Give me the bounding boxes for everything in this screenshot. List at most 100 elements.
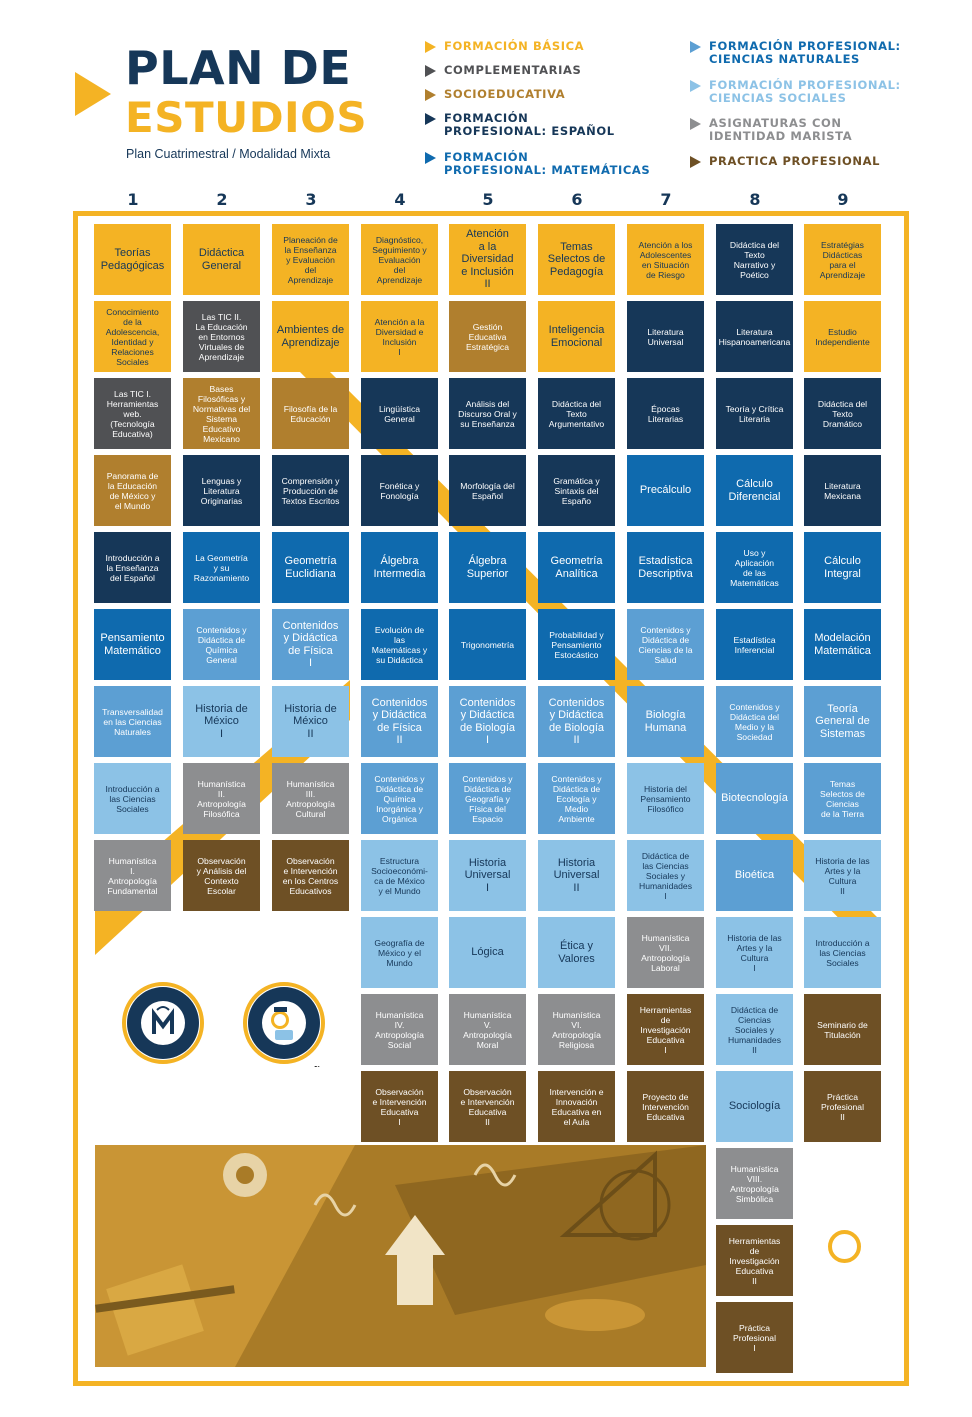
legend-label: PRACTICA PROFESIONAL — [709, 154, 881, 168]
course-tile: Fonética y Fonología — [361, 455, 438, 526]
right-badge-text: ACOMPAÑAMIENTO EN TODAS LAS LICENCIATURA… — [243, 1066, 325, 1067]
course-tile: Lógica — [449, 917, 526, 988]
course-tile: Gramática y Sintaxis del Españo — [538, 455, 615, 526]
course-tile: Contenidos y Didáctica de Geografía y Fí… — [449, 763, 526, 834]
page-subtitle: Plan Cuatrimestral / Modalidad Mixta — [126, 147, 331, 161]
course-tile: Proyecto de Intervención Educativa — [627, 1071, 704, 1142]
course-tile: Contenidos y Didáctica de Química Inorgá… — [361, 763, 438, 834]
course-tile: Didáctica del Texto Argumentativo — [538, 378, 615, 449]
legend-item: FORMACIÓN BÁSICA — [425, 40, 584, 53]
course-tile: Contenidos y Didáctica de Física I — [272, 609, 349, 680]
course-tile: Atención a la Diversidad e Inclusión I — [361, 301, 438, 372]
course-tile: Bases Filosóficas y Normativas del Siste… — [183, 378, 260, 449]
column-number: 9 — [837, 190, 849, 209]
course-tile: Historia Universal II — [538, 840, 615, 911]
course-tile: Humanística VII. Antropología Laboral — [627, 917, 704, 988]
legend-item: COMPLEMENTARIAS — [425, 64, 581, 77]
course-tile: Comprensión y Producción de Textos Escri… — [272, 455, 349, 526]
course-tile: Historia de México II — [272, 686, 349, 757]
course-tile: Contenidos y Didáctica del Medio y la So… — [716, 686, 793, 757]
marista-seal-icon — [127, 987, 199, 1059]
course-tile: Las TIC II. La Educación en Entornos Vir… — [183, 301, 260, 372]
course-tile: Introducción a las Ciencias Sociales — [94, 763, 171, 834]
course-tile: Cálculo Diferencial — [716, 455, 793, 526]
legend-arrow-icon — [425, 113, 436, 125]
course-tile: Contenidos y Didáctica de Biología II — [538, 686, 615, 757]
course-tile: Didáctica del Texto Narrativo y Poético — [716, 224, 793, 295]
course-tile: Intervención e Innovación Educativa en e… — [538, 1071, 615, 1142]
legend-arrow-icon — [425, 41, 436, 53]
course-tile: Bioética — [716, 840, 793, 911]
legend-label: FORMACIÓN PROFESIONAL: MATEMÁTICAS — [444, 150, 651, 177]
column-number: 6 — [571, 190, 583, 209]
course-tile: Didáctica del Texto Dramático — [804, 378, 881, 449]
course-tile: Álgebra Intermedia — [361, 532, 438, 603]
course-tile: Literatura Mexicana — [804, 455, 881, 526]
legend-arrow-icon — [425, 65, 436, 77]
course-tile: Humanística V. Antropología Moral — [449, 994, 526, 1065]
course-tile: Contenidos y Didáctica de Ciencias de la… — [627, 609, 704, 680]
legend-item: PRACTICA PROFESIONAL — [690, 155, 880, 168]
legend-label: FORMACIÓN PROFESIONAL: CIENCIAS SOCIALES — [709, 78, 901, 105]
legend-label: FORMACIÓN PROFESIONAL: CIENCIAS NATURALE… — [709, 39, 901, 66]
page-title-line2: ESTUDIOS — [125, 93, 368, 142]
course-tile: Historia de México I — [183, 686, 260, 757]
course-tile: Diagnóstico, Seguimiento y Evaluación de… — [361, 224, 438, 295]
legend-arrow-icon — [690, 156, 701, 168]
course-tile: Observación e Intervención Educativa II — [449, 1071, 526, 1142]
legend-item: SOCIOEDUCATIVA — [425, 88, 565, 101]
course-tile: Observación y Análisis del Contexto Esco… — [183, 840, 260, 911]
legend-item: FORMACIÓN PROFESIONAL: CIENCIAS NATURALE… — [690, 40, 901, 66]
page-title-line1: PLAN DE — [125, 41, 352, 95]
legend-label: FORMACIÓN PROFESIONAL: ESPAÑOL — [444, 111, 615, 138]
course-tile: Inteligencia Emocional — [538, 301, 615, 372]
course-tile: Probabilidad y Pensamiento Estocástico — [538, 609, 615, 680]
course-tile: Humanística II. Antropología Filosófica — [183, 763, 260, 834]
course-tile: La Geometría y su Razonamiento — [183, 532, 260, 603]
course-tile: Observación e Intervención en los Centro… — [272, 840, 349, 911]
course-tile: Análisis del Discurso Oral y su Enseñanz… — [449, 378, 526, 449]
course-tile: Introducción a las Ciencias Sociales — [804, 917, 881, 988]
course-tile: Estadística Inferencial — [716, 609, 793, 680]
course-tile: Sociología — [716, 1071, 793, 1142]
course-tile: Humanística VIII. Antropología Simbólica — [716, 1148, 793, 1219]
course-tile: Humanística III. Antropología Cultural — [272, 763, 349, 834]
course-tile: Observación e Intervención Educativa I — [361, 1071, 438, 1142]
course-tile: Geografía de México y el Mundo — [361, 917, 438, 988]
course-tile: Introducción a la Enseñanza del Español — [94, 532, 171, 603]
column-number: 1 — [127, 190, 139, 209]
course-tile: Ética y Valores — [538, 917, 615, 988]
course-tile: Las TIC I. Herramientas web. (Tecnología… — [94, 378, 171, 449]
identidad-marista-badge — [122, 982, 204, 1064]
course-tile: Práctica Profesional II — [804, 1071, 881, 1142]
course-tile: Didáctica de las Ciencias Sociales y Hum… — [627, 840, 704, 911]
title-arrow-icon — [75, 72, 111, 116]
course-tile: Estudio Independiente — [804, 301, 881, 372]
course-tile: Lingüística General — [361, 378, 438, 449]
school-supplies-photo — [95, 1145, 706, 1367]
course-tile: Didáctica de Ciencias Sociales y Humanid… — [716, 994, 793, 1065]
course-tile: Geometría Analítica — [538, 532, 615, 603]
course-tile: Teoría General de Sistemas — [804, 686, 881, 757]
course-tile: Humanística IV. Antropología Social — [361, 994, 438, 1065]
course-tile: Humanística VI. Antropología Religiosa — [538, 994, 615, 1065]
column-number: 4 — [394, 190, 406, 209]
course-tile: Estructura Socioeconómi- ca de México y … — [361, 840, 438, 911]
course-tile: Historia de las Artes y la Cultura II — [804, 840, 881, 911]
course-tile: Literatura Universal — [627, 301, 704, 372]
legend-label: FORMACIÓN BÁSICA — [444, 39, 585, 53]
course-tile: Didáctica General — [183, 224, 260, 295]
column-number: 8 — [749, 190, 761, 209]
course-tile: Estratégias Didácticas para el Aprendiza… — [804, 224, 881, 295]
course-tile: Ambientes de Aprendizaje — [272, 301, 349, 372]
course-tile: Atención a los Adolescentes en Situación… — [627, 224, 704, 295]
course-tile: Gestión Educativa Estratégica — [449, 301, 526, 372]
supplies-illustration-icon — [95, 1145, 706, 1367]
course-tile: Trigonometría — [449, 609, 526, 680]
column-number: 3 — [305, 190, 317, 209]
course-tile: Álgebra Superior — [449, 532, 526, 603]
course-tile: Temas Selectos de Pedagogía — [538, 224, 615, 295]
course-tile: Teoría y Crítica Literaria — [716, 378, 793, 449]
course-tile: Pensamiento Matemático — [94, 609, 171, 680]
course-tile: Transversalidad en las Ciencias Naturale… — [94, 686, 171, 757]
